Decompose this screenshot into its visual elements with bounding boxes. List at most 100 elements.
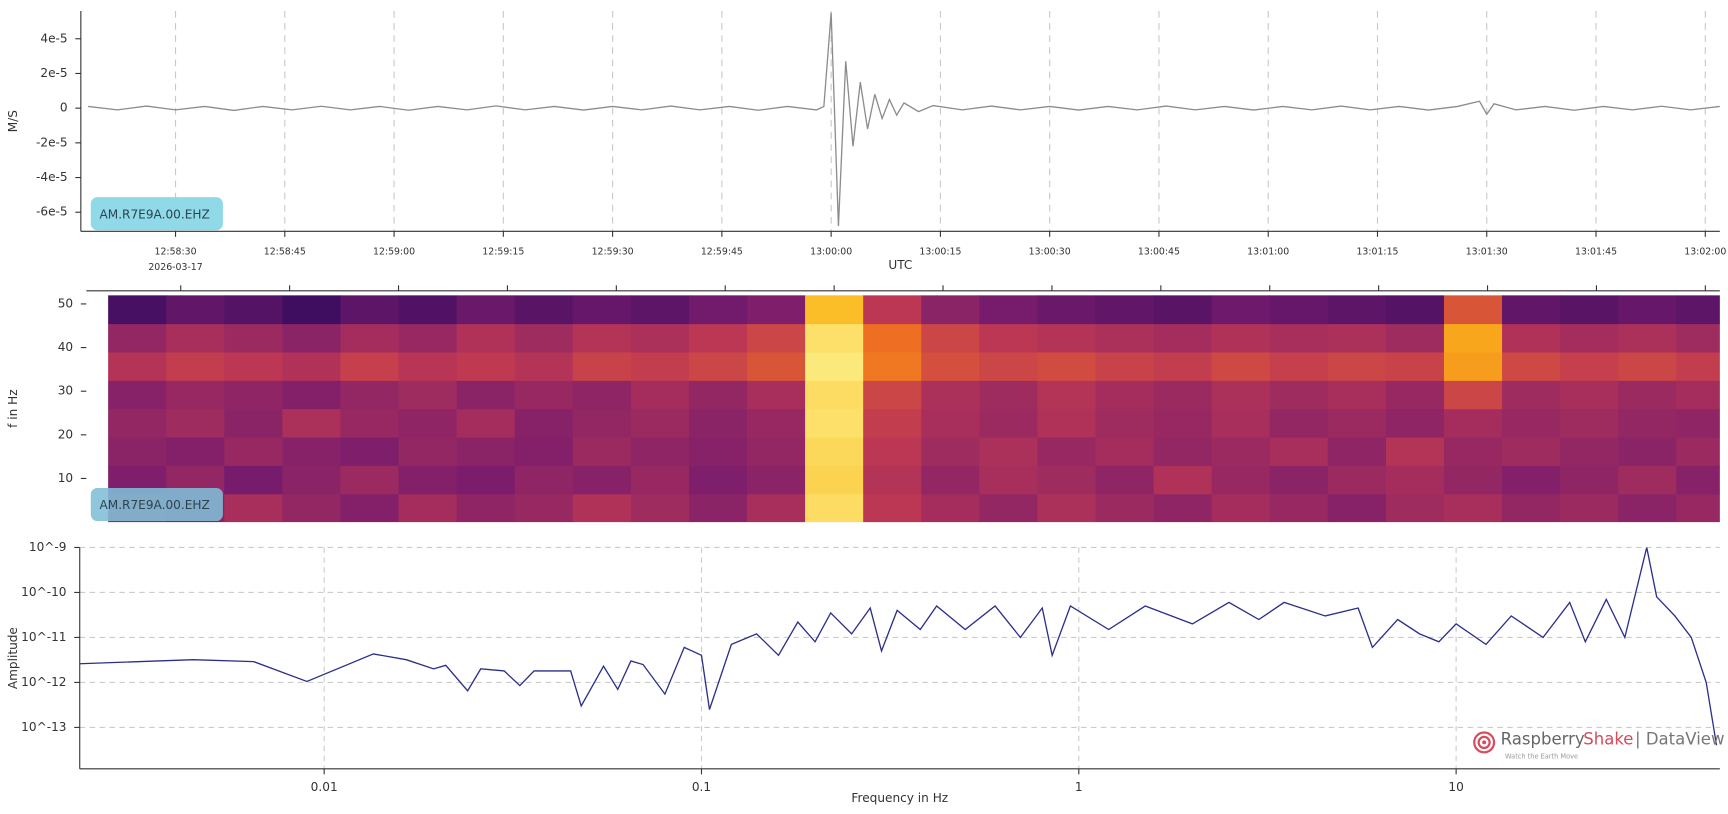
y-axis-label: M/S xyxy=(6,110,20,133)
spectrogram-cell xyxy=(224,380,283,410)
spectrogram-cell xyxy=(979,380,1038,410)
y-tick-label: 40 xyxy=(58,340,73,354)
spectrogram-cell xyxy=(1327,380,1387,410)
spectrogram-cell xyxy=(340,380,400,410)
spectrogram-cell xyxy=(863,380,922,410)
spectrogram-cell xyxy=(514,465,574,495)
spectrogram-cell xyxy=(1560,295,1619,325)
spectrogram-cell xyxy=(863,323,922,353)
spectrogram-cell xyxy=(108,437,167,466)
spectrogram-cell xyxy=(979,465,1038,495)
x-tick-label: 13:00:45 xyxy=(1138,247,1180,258)
spectrogram-cell xyxy=(282,380,342,410)
spectrogram-cell xyxy=(224,408,283,438)
spectrogram-cell xyxy=(921,465,980,495)
spectrogram-cell xyxy=(805,351,864,381)
spectrogram-cell xyxy=(863,493,922,523)
spectrogram-cell xyxy=(1153,295,1213,325)
x-tick-label: 10 xyxy=(1448,780,1463,794)
spectrogram-cell xyxy=(688,380,748,410)
spectrogram-cell xyxy=(340,437,400,466)
spectrogram-cell xyxy=(572,323,632,353)
spectrogram-cell xyxy=(688,295,748,325)
spectrogram-cell xyxy=(224,323,283,353)
x-tick-label: 13:00:00 xyxy=(810,247,852,258)
spectrogram-cell xyxy=(1676,465,1720,495)
spectrogram-cell xyxy=(630,323,690,353)
spectrogram-cell xyxy=(747,323,806,353)
channel-badge xyxy=(90,487,223,522)
spectrogram-cell xyxy=(514,295,574,325)
spectrogram-cell xyxy=(398,408,458,438)
logo-product: | DataView xyxy=(1635,730,1724,749)
spectrogram-cell xyxy=(1153,493,1213,523)
spectrogram-cell xyxy=(108,295,167,325)
spectrogram-cell xyxy=(1037,437,1097,466)
spectrogram-cell xyxy=(282,408,342,438)
spectrogram-cell xyxy=(1676,380,1720,410)
spectrogram-cell xyxy=(747,295,806,325)
spectrogram-cell xyxy=(1095,437,1155,466)
x-tick-label: 13:01:15 xyxy=(1356,247,1398,258)
spectrogram-cell xyxy=(340,493,400,523)
spectrogram-cell xyxy=(282,437,342,466)
spectrogram-cell xyxy=(1327,323,1387,353)
x-tick-label: 13:01:30 xyxy=(1466,247,1508,258)
y-tick-label: -2e-5 xyxy=(36,135,68,149)
spectrogram-cell xyxy=(1618,408,1677,438)
spectrogram-cell xyxy=(1443,380,1503,410)
spectrogram-cell xyxy=(1211,437,1271,466)
spectrogram-cell xyxy=(224,295,283,325)
spectrogram-cell xyxy=(1618,351,1677,381)
spectrogram-cell xyxy=(1385,437,1445,466)
x-tick-label: 13:01:45 xyxy=(1575,247,1617,258)
spectrogram-cell xyxy=(572,437,632,466)
spectrogram-cell xyxy=(979,437,1038,466)
spectrogram-cell xyxy=(166,380,225,410)
spectrogram-cell xyxy=(805,493,864,523)
x-tick-label: 12:59:45 xyxy=(701,247,743,258)
spectrogram-cell xyxy=(1211,295,1271,325)
spectrogram-cell xyxy=(1443,493,1503,523)
y-tick-label: 2e-5 xyxy=(40,66,67,80)
spectrogram-cell xyxy=(921,380,980,410)
spectrogram-cell xyxy=(1560,408,1619,438)
y-axis-label: f in Hz xyxy=(6,389,20,427)
spectrogram-cell xyxy=(805,408,864,438)
spectrogram-cell xyxy=(108,408,167,438)
spectrogram-cell xyxy=(1502,465,1561,495)
spectrogram-cell xyxy=(688,465,748,495)
spectrogram-cell xyxy=(1502,408,1561,438)
spectrogram-cell xyxy=(1211,493,1271,523)
spectrogram-cell xyxy=(398,380,458,410)
spectrogram-cell xyxy=(456,437,516,466)
spectrogram-cell xyxy=(108,380,167,410)
x-tick-label: 13:02:00 xyxy=(1684,247,1726,258)
spectrogram-cell xyxy=(1385,295,1445,325)
x-tick-label: 13:00:15 xyxy=(919,247,961,258)
spectrogram-cell xyxy=(224,493,283,523)
x-tick-label: 13:00:30 xyxy=(1029,247,1071,258)
spectrogram-cell xyxy=(1095,380,1155,410)
spectrogram-cell xyxy=(1095,408,1155,438)
spectrogram-cell xyxy=(224,437,283,466)
spectrogram-cell xyxy=(1385,465,1445,495)
spectrogram-cell xyxy=(572,295,632,325)
spectrogram-cell xyxy=(1153,465,1213,495)
spectrogram-cell xyxy=(921,323,980,353)
spectrogram-cell xyxy=(1037,493,1097,523)
spectrogram-cell xyxy=(456,295,516,325)
logo-icon xyxy=(1482,740,1487,745)
spectrogram-cell xyxy=(688,351,748,381)
spectrogram-cell xyxy=(863,295,922,325)
spectrogram-cell xyxy=(456,465,516,495)
x-tick-label: 0.01 xyxy=(311,780,338,794)
spectrogram-cell xyxy=(1269,465,1329,495)
spectrogram-cell xyxy=(1502,380,1561,410)
spectrogram-cell xyxy=(630,408,690,438)
spectrogram-cell xyxy=(1269,295,1329,325)
spectrogram-cell xyxy=(514,493,574,523)
spectrogram-cell xyxy=(1676,408,1720,438)
